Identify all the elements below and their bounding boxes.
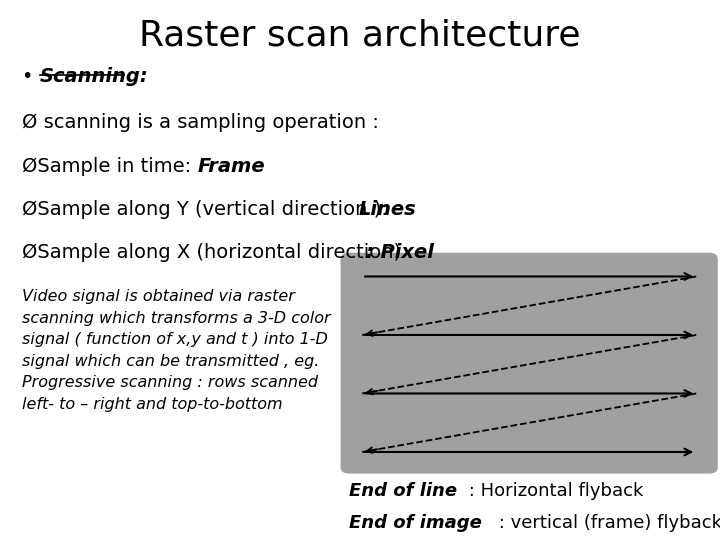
Text: Lines: Lines (359, 200, 416, 219)
Text: Ø scanning is a sampling operation :: Ø scanning is a sampling operation : (22, 113, 379, 132)
Text: ØSample in time:: ØSample in time: (22, 157, 197, 176)
Text: ØSample along X (horizontal direction): ØSample along X (horizontal direction) (22, 243, 413, 262)
Text: : Pixel: : Pixel (366, 243, 433, 262)
Text: : Horizontal flyback: : Horizontal flyback (463, 482, 644, 500)
Text: Raster scan architecture: Raster scan architecture (139, 19, 581, 53)
Text: Video signal is obtained via raster
scanning which transforms a 3-D color
signal: Video signal is obtained via raster scan… (22, 289, 330, 412)
Text: •: • (22, 68, 39, 86)
Text: Scanning:: Scanning: (40, 68, 148, 86)
Text: ØSample along Y (vertical direction ):: ØSample along Y (vertical direction ): (22, 200, 394, 219)
Text: End of line: End of line (349, 482, 457, 500)
FancyBboxPatch shape (341, 253, 718, 474)
Text: End of image: End of image (349, 514, 482, 532)
Text: : vertical (frame) flyback: : vertical (frame) flyback (493, 514, 720, 532)
Text: Frame: Frame (198, 157, 266, 176)
